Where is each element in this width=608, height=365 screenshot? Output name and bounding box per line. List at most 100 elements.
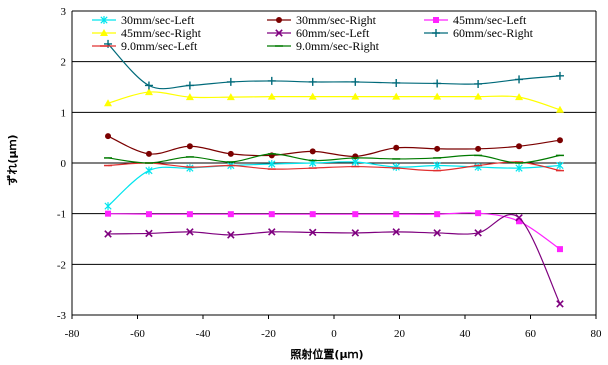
data-point — [515, 213, 523, 222]
data-point — [104, 230, 112, 238]
y-tick-label: -3 — [57, 310, 67, 322]
data-point — [145, 166, 153, 175]
x-tick-label: 20 — [394, 328, 406, 340]
data-point — [393, 211, 400, 218]
x-tick-label: -80 — [65, 328, 80, 340]
data-point — [268, 160, 276, 169]
data-point — [185, 81, 194, 90]
data-point — [432, 29, 440, 37]
data-point — [516, 143, 523, 150]
legend-label: 60mm/sec-Left — [296, 26, 370, 40]
y-tick-label: 2 — [61, 57, 67, 69]
data-point — [433, 79, 442, 88]
gridlines — [71, 10, 597, 319]
legend: 30mm/sec-Left 30mm/sec-Right 45mm/sec-Left… — [92, 13, 534, 53]
data-point — [144, 88, 153, 96]
data-point — [104, 99, 113, 107]
data-point — [145, 150, 152, 157]
data-point — [186, 211, 193, 218]
y-tick-label: 1 — [61, 107, 67, 119]
data-point — [433, 229, 441, 237]
data-point — [308, 77, 317, 86]
series-45mm-sec-right — [104, 88, 564, 113]
series-line — [107, 91, 561, 111]
series-line — [107, 135, 561, 158]
legend-label: 9.0mm/sec-Right — [296, 39, 380, 53]
data-point — [145, 229, 153, 238]
data-point — [186, 228, 194, 236]
y-tick-label: -2 — [57, 259, 66, 271]
data-point — [268, 211, 275, 218]
data-point — [144, 81, 153, 90]
x-tick-label: 0 — [331, 328, 337, 340]
data-point — [309, 211, 316, 218]
data-point — [516, 218, 523, 225]
data-point — [186, 164, 194, 173]
data-point — [392, 228, 400, 236]
data-point — [105, 210, 112, 217]
legend-label: 60mm/sec-Right — [453, 26, 534, 40]
data-point — [351, 229, 360, 237]
data-point — [186, 143, 193, 150]
legend-label: 9.0mm/sec-Left — [121, 39, 198, 53]
series-60mm-sec-right — [104, 39, 564, 90]
series-line — [108, 212, 561, 250]
x-tick-label: -20 — [261, 328, 276, 340]
data-point — [267, 92, 276, 100]
x-tick-label: 60 — [525, 328, 537, 340]
data-point — [433, 161, 441, 170]
legend-label: 30mm/sec-Left — [121, 13, 195, 27]
data-point — [309, 148, 316, 155]
data-point — [556, 300, 564, 308]
legend-item: 60mm/sec-Left — [267, 26, 370, 40]
data-point — [474, 229, 482, 237]
y-axis-label: ずれ(μｍ) — [5, 134, 19, 185]
data-point — [100, 29, 108, 36]
series-9-0mm-sec-right — [104, 153, 564, 164]
legend-item: 60mm/sec-Right — [424, 26, 534, 40]
data-point — [145, 211, 152, 218]
data-point — [392, 163, 400, 172]
series-30mm-sec-left — [104, 157, 564, 211]
data-point — [555, 105, 564, 113]
data-point — [474, 92, 483, 100]
data-point — [276, 17, 282, 23]
legend-item: 30mm/sec-Right — [267, 13, 377, 27]
data-point — [268, 228, 276, 236]
data-point — [555, 71, 564, 80]
data-point — [227, 150, 234, 157]
x-tick-label: 40 — [460, 328, 472, 340]
data-point — [227, 211, 234, 218]
data-point — [433, 92, 442, 100]
data-point — [475, 145, 482, 152]
data-point — [105, 133, 112, 140]
legend-item: 45mm/sec-Left — [424, 13, 527, 27]
legend-label: 45mm/sec-Left — [453, 13, 527, 27]
series-line — [108, 214, 561, 305]
data-point — [392, 92, 401, 100]
data-point — [556, 246, 563, 253]
legend-item: 9.0mm/sec-Right — [267, 39, 380, 53]
y-tick-label: 3 — [61, 6, 67, 18]
series-group — [104, 39, 564, 308]
y-tick-label: -1 — [57, 209, 66, 221]
series-60mm-sec-left — [104, 213, 564, 308]
data-point — [275, 29, 283, 37]
data-point — [226, 93, 235, 101]
data-point — [433, 17, 439, 23]
x-tick-label: -60 — [130, 328, 145, 340]
data-point — [104, 202, 112, 211]
y-tick-label: 0 — [61, 158, 67, 170]
data-point — [267, 76, 276, 85]
series-9-0mm-sec-left — [104, 161, 564, 172]
data-point — [352, 211, 359, 218]
data-point — [100, 16, 108, 24]
data-point — [392, 78, 401, 87]
data-point — [475, 210, 482, 217]
data-point — [515, 93, 524, 101]
legend-item: 30mm/sec-Left — [92, 13, 195, 27]
data-point — [393, 144, 400, 151]
legend-label: 45mm/sec-Right — [121, 26, 202, 40]
data-point — [351, 92, 360, 100]
data-point — [434, 145, 441, 152]
